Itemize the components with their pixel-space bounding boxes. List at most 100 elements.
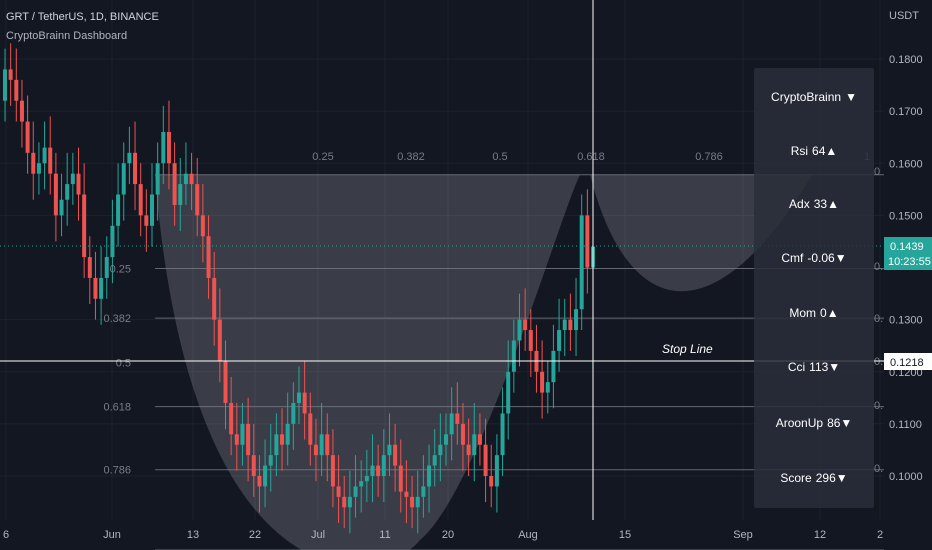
fib-top-label: 0.618 [577,151,605,163]
price-tick-label: 0.1600 [889,158,923,170]
candle-body [359,481,364,487]
dashboard-row-label: Cmf [781,251,804,265]
candle-body [477,434,482,445]
candle-body [155,163,160,195]
candle-body [82,194,87,258]
fib-left-label: 0.382 [103,313,131,325]
time-tick-label: 11 [379,529,390,541]
fib-right-label: 0. [874,261,883,273]
dashboard-row: CryptoBrainn ▼ [754,90,874,104]
candle-body [116,194,121,226]
candle-body [381,455,386,476]
candle-body [110,225,115,258]
candle-body [76,173,81,195]
candle-body [427,465,432,487]
candle-body [517,319,522,341]
time-tick-label: 12 [814,529,826,541]
candle-body [42,147,47,164]
dashboard-row-label: Score [780,471,812,485]
candle-body [410,496,415,508]
indicator-name: CryptoBrainn Dashboard [6,30,128,42]
candle-body [268,455,273,466]
candle-body [138,184,143,216]
candle-body [234,434,239,445]
candle-body [319,434,324,456]
candle-body [347,496,352,508]
fib-right-label: 0. [874,313,883,325]
dashboard-row: Score 296▼ [754,471,874,485]
dashboard-row-label: CryptoBrainn [771,90,842,104]
dashboard-row-value: 86▼ [827,416,853,430]
candle-body [121,163,126,195]
fib-left-label: 0.25 [110,264,131,276]
candle-body [189,173,194,185]
chart-grid [0,0,884,520]
candle-body [53,173,58,216]
candle-body [127,152,132,164]
candle-body [483,444,488,476]
candle-body [36,163,41,174]
candle-body [364,476,369,482]
candle-body [240,423,245,445]
candle-body [444,434,448,445]
time-tick-label: Jun [103,529,121,541]
candle-body [523,319,528,331]
dashboard-row: Cci 113▼ [754,360,874,374]
fib-right-label: 0. [874,356,883,368]
cup-shape [155,174,580,550]
countdown-value: 10:23:55 [888,256,931,268]
fib-right-label: 0 [874,166,880,178]
fib-left-label: 0.5 [116,357,131,369]
dashboard-row-label: Mom [789,306,817,320]
fib-right-label: 0. [874,400,883,412]
chart-title: GRT / TetherUS, 1D, BINANCE [6,11,159,23]
dashboard-row-value: 113▼ [809,360,841,374]
candle-body [472,434,477,456]
candle-body [574,309,579,331]
fib-top-label: 0.786 [695,151,723,163]
fib-right-label: 0. [874,463,883,475]
candle-body [104,257,109,278]
dashboard-row-value: -0.06▼ [807,251,847,265]
candle-series [3,43,595,534]
candle-body [449,413,454,435]
candle-body [460,423,465,445]
candle-body [330,455,335,487]
time-tick-label: 22 [249,529,261,541]
candle-body [500,413,505,456]
time-tick-label: 15 [619,529,631,541]
candle-body [387,444,392,456]
price-tick-label: 0.1500 [889,210,923,222]
candle-body [325,434,330,456]
dashboard-row-label: Cci [787,360,806,374]
candle-body [313,444,318,456]
candle-body [506,371,511,414]
candle-body [562,319,567,331]
dashboard-row: Cmf -0.06▼ [754,251,874,265]
candle-body [99,277,104,299]
candle-body [8,69,13,80]
time-tick-label: 13 [187,529,199,541]
dashboard-row: Mom 0▲ [754,306,874,320]
fib-top-label: 0.5 [492,151,507,163]
time-tick-label: Jul [311,529,325,541]
candle-body [144,215,149,226]
candle-body [183,173,188,185]
candle-body [93,277,98,299]
time-tick-label: Sep [733,529,753,541]
stop-price-value: 0.1218 [890,357,924,369]
candle-body [415,496,420,508]
candle-body [217,319,222,362]
candle-body [166,131,171,164]
time-tick-label: 6 [3,529,9,541]
candle-body [59,199,64,216]
candle-body [489,476,494,487]
candle-body [438,444,443,456]
stop-price-tag [884,353,932,370]
candle-body [65,184,70,200]
candle-body [251,455,256,476]
candle-body [70,173,75,185]
candle-body [568,319,573,331]
last-price-tag [884,237,932,270]
